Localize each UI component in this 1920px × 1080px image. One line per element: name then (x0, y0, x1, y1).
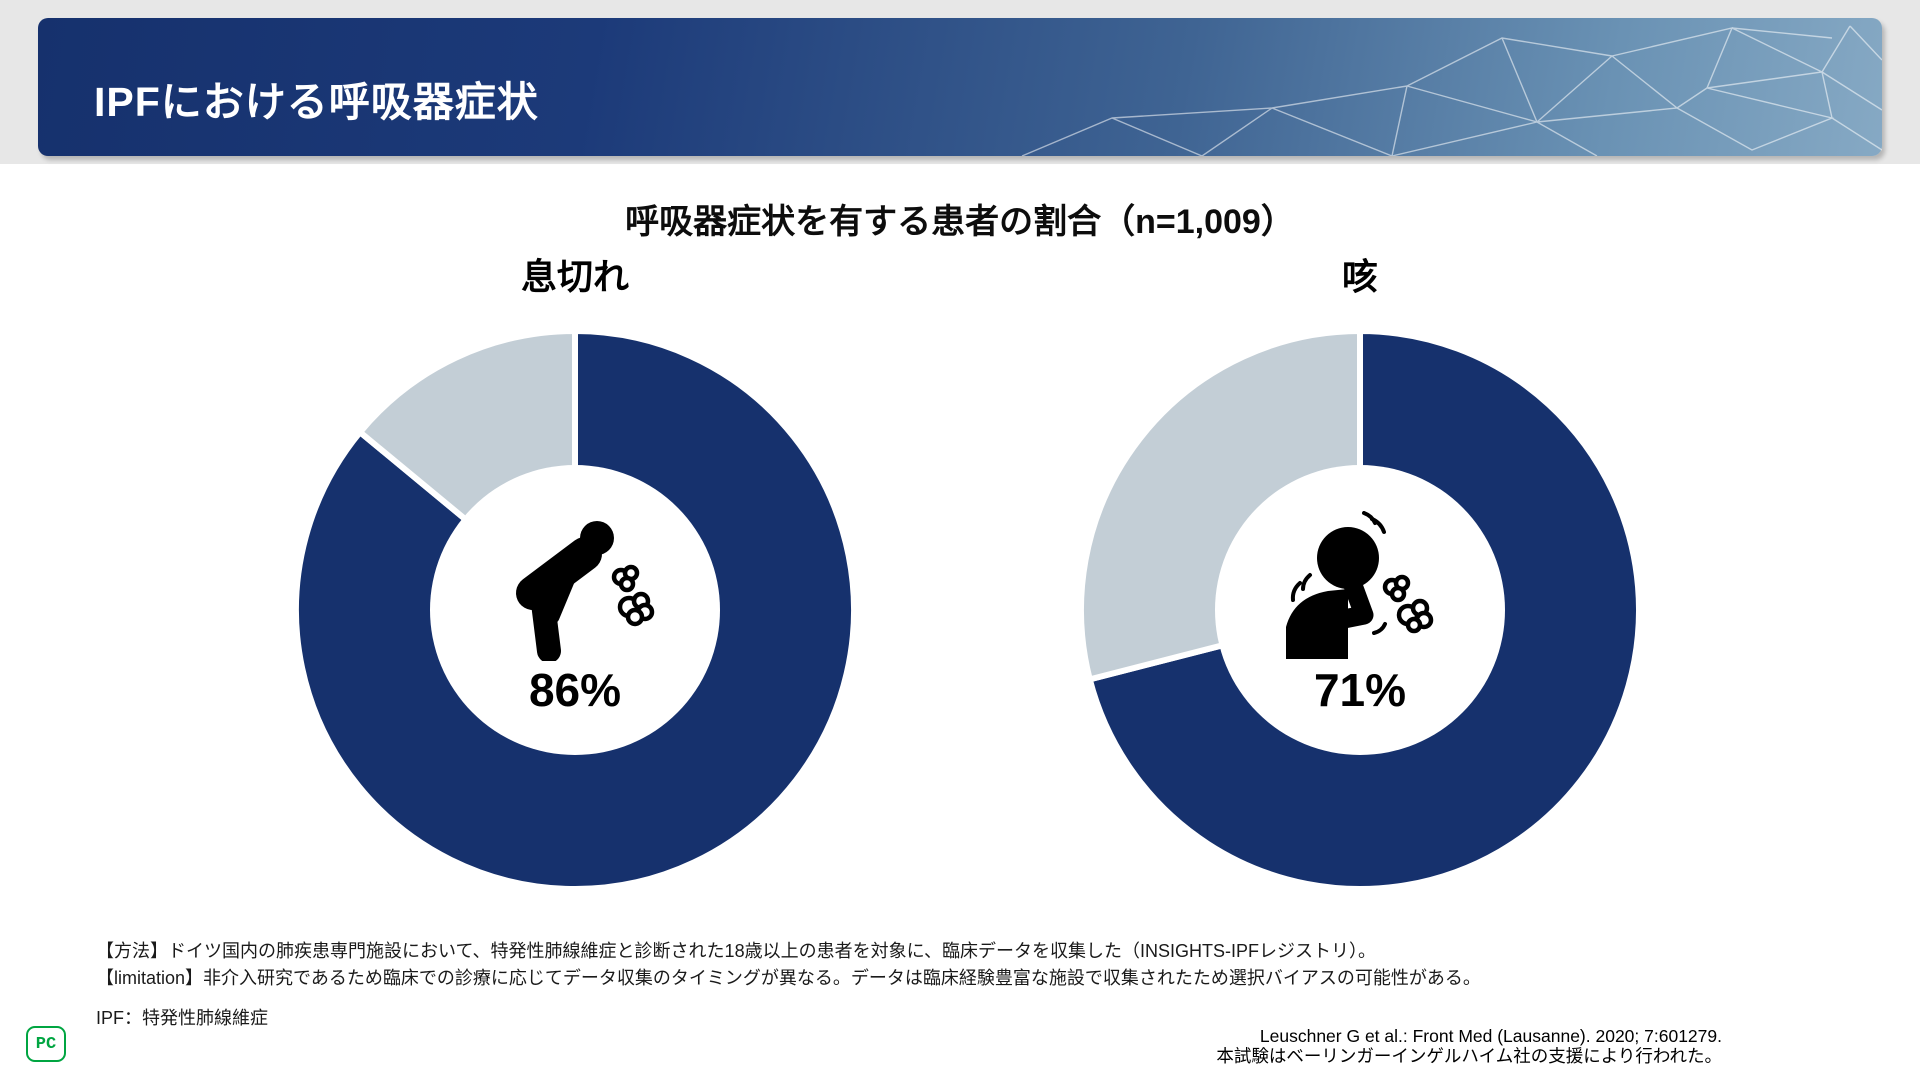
donut-label-breathlessness: 息切れ (520, 256, 629, 297)
donut-chart-breathlessness: 86% (290, 325, 860, 895)
citation: Leuschner G et al.: Front Med (Lausanne)… (1216, 1026, 1722, 1066)
coughing-person-icon (1286, 511, 1434, 659)
donut-label-cough: 咳 (1341, 256, 1378, 297)
pc-logo-text: PC (35, 1034, 57, 1054)
header-banner: IPFにおける呼吸器症状 (38, 18, 1882, 156)
chart-title: 呼吸器症状を有する患者の割合（n=1,009） (625, 203, 1295, 241)
citation-sponsor: 本試験はベーリンガーインゲルハイム社の支援により行われた。 (1216, 1046, 1722, 1066)
footnote-method: 【方法】ドイツ国内の肺疾患専門施設において、特発性肺線維症と診断された18歳以上… (96, 941, 1377, 961)
footnotes: 【方法】ドイツ国内の肺疾患専門施設において、特発性肺線維症と診断された18歳以上… (96, 938, 1596, 992)
citation-reference: Leuschner G et al.: Front Med (Lausanne)… (1259, 1026, 1722, 1046)
donut-hole-cough: 71% (1215, 465, 1505, 755)
donut-chart-cough: 71% (1075, 325, 1645, 895)
donut-hole-breathlessness: 86% (430, 465, 720, 755)
footnote-limitation: 【limitation】非介入研究であるため臨床での診療に応じてデータ収集のタイ… (96, 968, 1481, 988)
abbreviation-note: IPF：特発性肺線維症 (96, 1008, 269, 1028)
breathless-person-icon (516, 521, 655, 661)
donut-value-breathlessness: 86% (528, 664, 622, 716)
polygon-network-pattern (1021, 25, 1882, 156)
slide-title: IPFにおける呼吸器症状 (94, 79, 539, 125)
donut-value-cough: 71% (1313, 664, 1407, 716)
pc-logo: PC (26, 1026, 66, 1062)
